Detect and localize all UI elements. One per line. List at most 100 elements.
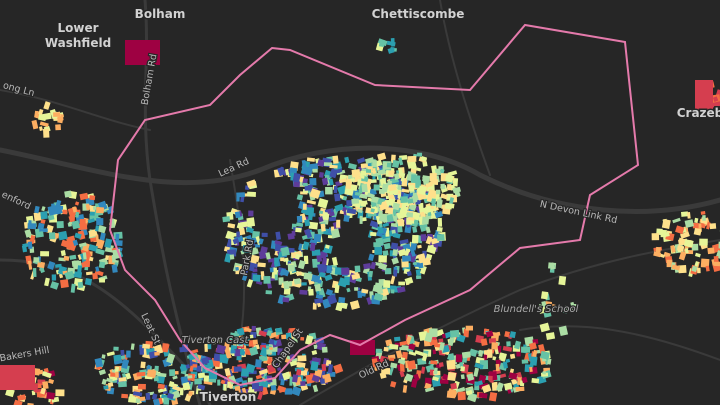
building: [549, 262, 556, 270]
building: [24, 229, 33, 238]
building: [89, 211, 95, 216]
building: [354, 287, 359, 291]
building: [98, 369, 107, 376]
building: [28, 220, 32, 225]
building: [712, 96, 719, 102]
building: [40, 218, 46, 224]
building: [409, 185, 415, 192]
building: [414, 350, 425, 357]
building: [284, 388, 293, 395]
building: [145, 392, 151, 401]
building: [328, 178, 334, 186]
building: [408, 351, 417, 356]
building: [258, 251, 267, 260]
building: [317, 159, 325, 167]
building: [433, 367, 438, 375]
building: [163, 343, 170, 352]
building: [289, 376, 293, 386]
building: [384, 267, 392, 275]
building: [309, 178, 317, 186]
building: [257, 262, 266, 268]
building: [359, 215, 363, 224]
building: [232, 237, 240, 245]
building: [58, 273, 64, 279]
building: [98, 261, 106, 269]
building: [478, 349, 484, 357]
building: [312, 384, 319, 393]
building: [422, 161, 428, 167]
building: [389, 343, 399, 350]
building: [398, 281, 405, 286]
building: [420, 202, 424, 211]
building: [435, 206, 439, 211]
building: [357, 208, 363, 213]
building: [538, 306, 548, 314]
building: [265, 290, 273, 295]
building: [318, 172, 324, 178]
building: [341, 267, 350, 275]
building: [276, 328, 282, 333]
building: [339, 194, 344, 199]
building: [474, 362, 484, 370]
building: [354, 191, 361, 197]
building: [678, 264, 687, 274]
building: [308, 221, 319, 230]
building: [400, 196, 408, 203]
building: [68, 221, 73, 227]
building: [694, 261, 699, 267]
building: [308, 288, 314, 296]
building: [38, 126, 43, 131]
building: [460, 374, 465, 380]
building: [415, 179, 421, 188]
building: [306, 157, 316, 162]
building: [421, 216, 430, 225]
building: [97, 225, 107, 234]
building: [570, 301, 576, 311]
building: [69, 254, 77, 260]
building: [157, 387, 167, 393]
building: [692, 222, 699, 229]
building: [37, 262, 45, 269]
building: [304, 219, 311, 227]
building: [361, 288, 369, 294]
building: [391, 159, 400, 169]
building: [87, 218, 95, 224]
building: [74, 211, 80, 218]
building: [229, 332, 240, 342]
building: [700, 258, 710, 268]
building: [289, 327, 296, 333]
building: [438, 362, 444, 368]
building: [702, 215, 706, 221]
building: [182, 382, 191, 391]
building: [363, 262, 372, 270]
building: [266, 330, 273, 337]
building: [436, 226, 443, 233]
building: [274, 240, 283, 246]
building: [227, 239, 232, 247]
building: [488, 375, 493, 381]
building: [27, 241, 33, 249]
building: [356, 157, 366, 164]
building: [531, 349, 538, 359]
building: [441, 333, 446, 339]
building: [34, 110, 39, 118]
building: [27, 260, 33, 270]
building: [430, 205, 435, 210]
building: [390, 288, 395, 294]
building: [370, 261, 377, 270]
building: [305, 373, 315, 384]
building: [699, 238, 708, 246]
building: [169, 369, 176, 377]
building: [266, 356, 273, 365]
building: [670, 245, 676, 253]
building: [33, 257, 40, 263]
building: [255, 244, 260, 248]
building: [99, 278, 105, 283]
building: [92, 205, 97, 210]
building: [140, 361, 146, 369]
building: [224, 367, 231, 377]
building: [489, 371, 494, 375]
building: [432, 349, 437, 355]
building: [233, 366, 242, 372]
